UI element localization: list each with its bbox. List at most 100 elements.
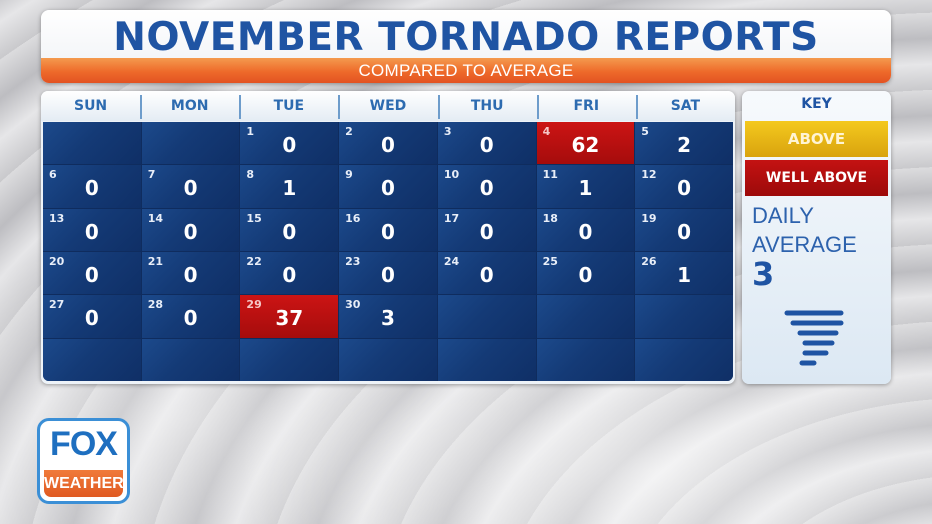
tornado-count: 0 — [183, 262, 198, 287]
calendar-day-cell: 25 0 — [536, 251, 635, 295]
tornado-count: 3 — [381, 306, 395, 331]
tornado-count: 0 — [282, 262, 297, 287]
calendar-weekday-header: SUN MON TUE WED THU FRI SAT — [41, 91, 735, 121]
logo-fox-text: FOX — [50, 425, 118, 463]
calendar-day-cell: 21 0 — [141, 251, 240, 295]
calendar-cell-empty — [536, 338, 635, 381]
calendar-cell-empty — [536, 295, 635, 338]
day-number: 3 — [443, 125, 452, 138]
day-number: 15 — [246, 211, 262, 225]
tornado-count: 0 — [677, 176, 692, 201]
day-number: 24 — [443, 254, 460, 268]
tornado-count: 0 — [381, 262, 395, 287]
tornado-count: 0 — [578, 262, 593, 287]
calendar-cell-empty — [141, 338, 240, 381]
tornado-count: 37 — [275, 306, 304, 331]
day-number: 21 — [147, 254, 164, 268]
tornado-icon — [784, 310, 844, 366]
calendar-cell-empty — [437, 295, 536, 338]
day-number: 29 — [246, 298, 262, 312]
tornado-count: 0 — [183, 219, 198, 244]
weekday-sat: SAT — [635, 91, 735, 121]
calendar-day-cell: 13 0 — [43, 208, 141, 251]
weekday-fri: FRI — [536, 91, 636, 121]
tornado-count: 0 — [84, 219, 99, 244]
tornado-count: 0 — [282, 219, 297, 244]
day-number: 16 — [345, 211, 361, 225]
page-subtitle: COMPARED TO AVERAGE — [41, 58, 891, 83]
calendar-day-cell: 22 0 — [240, 251, 339, 295]
day-number: 22 — [246, 254, 262, 268]
legend-key: KEY ABOVE WELL ABOVE DAILY AVERAGE 3 — [742, 91, 891, 384]
calendar-day-cell: 17 0 — [437, 208, 536, 251]
daily-average-label: DAILY AVERAGE — [752, 203, 857, 257]
day-number: 30 — [345, 298, 361, 312]
key-title: KEY — [801, 96, 832, 112]
calendar-day-cell: 16 0 — [339, 208, 437, 251]
day-number: 7 — [147, 168, 156, 182]
day-number: 20 — [49, 254, 65, 268]
tornado-count: 0 — [282, 133, 297, 157]
day-number: 19 — [641, 211, 657, 225]
tornado-count: 2 — [677, 133, 692, 157]
tornado-count: 1 — [282, 176, 297, 201]
day-number: 2 — [345, 125, 353, 138]
calendar-day-cell: 11 1 — [536, 165, 635, 208]
tornado-count: 62 — [571, 133, 600, 157]
weekday-tue: TUE — [239, 91, 338, 121]
day-number: 23 — [345, 254, 361, 268]
day-number: 13 — [49, 211, 65, 225]
calendar-grid: 1 0 2 0 3 0 4 62 5 2 6 0 7 0 8 1 9 0 10 0 11 1 12 0 13 0 14 0 15 0 16 0… — [43, 122, 733, 381]
calendar-cell-empty — [437, 338, 536, 381]
calendar-day-cell: 14 0 — [141, 208, 240, 251]
weekday-mon: MON — [140, 91, 239, 121]
day-number: 26 — [641, 254, 657, 268]
calendar-day-cell: 23 0 — [339, 251, 437, 295]
day-number: 25 — [542, 254, 558, 268]
calendar-day-cell: 12 0 — [635, 165, 733, 208]
daily-average-value: 3 — [752, 255, 775, 293]
day-number: 1 — [246, 125, 255, 138]
fox-weather-logo: FOX WEATHER — [37, 418, 130, 504]
day-number: 4 — [542, 125, 551, 138]
calendar-day-cell: 15 0 — [240, 208, 339, 251]
calendar-day-cell: 26 1 — [635, 251, 733, 295]
day-number: 8 — [246, 168, 255, 182]
calendar-cell-empty — [141, 122, 240, 165]
day-number: 14 — [147, 211, 164, 225]
key-well-above-swatch: WELL ABOVE — [745, 160, 888, 196]
day-number: 27 — [49, 298, 65, 312]
day-number: 5 — [641, 125, 649, 138]
tornado-count: 0 — [381, 176, 395, 201]
tornado-count: 0 — [479, 133, 494, 157]
tornado-count: 0 — [381, 133, 395, 157]
day-number: 6 — [49, 168, 57, 182]
calendar: SUN MON TUE WED THU FRI SAT 1 0 2 0 3 0 4 62 5 2 6… — [41, 91, 735, 384]
day-number: 18 — [542, 211, 558, 225]
calendar-day-cell: 20 0 — [43, 251, 141, 295]
calendar-cell-empty — [43, 338, 141, 381]
day-number: 9 — [345, 168, 353, 182]
tornado-count: 0 — [84, 262, 99, 287]
day-number: 12 — [641, 168, 657, 182]
day-number: 11 — [542, 168, 558, 182]
tornado-count: 1 — [578, 176, 593, 201]
tornado-count: 0 — [84, 306, 99, 331]
weekday-wed: WED — [338, 91, 437, 121]
day-number: 17 — [443, 211, 460, 225]
calendar-cell-empty — [635, 338, 733, 381]
tornado-count: 0 — [677, 219, 692, 244]
weekday-thu: THU — [437, 91, 537, 121]
calendar-day-cell: 30 3 — [339, 295, 437, 338]
key-above-swatch: ABOVE — [745, 121, 888, 157]
tornado-count: 0 — [578, 219, 593, 244]
title-banner: NOVEMBER TORNADO REPORTS COMPARED TO AVE… — [41, 10, 891, 83]
page-title: NOVEMBER TORNADO REPORTS — [113, 15, 819, 60]
calendar-day-cell: 18 0 — [536, 208, 635, 251]
